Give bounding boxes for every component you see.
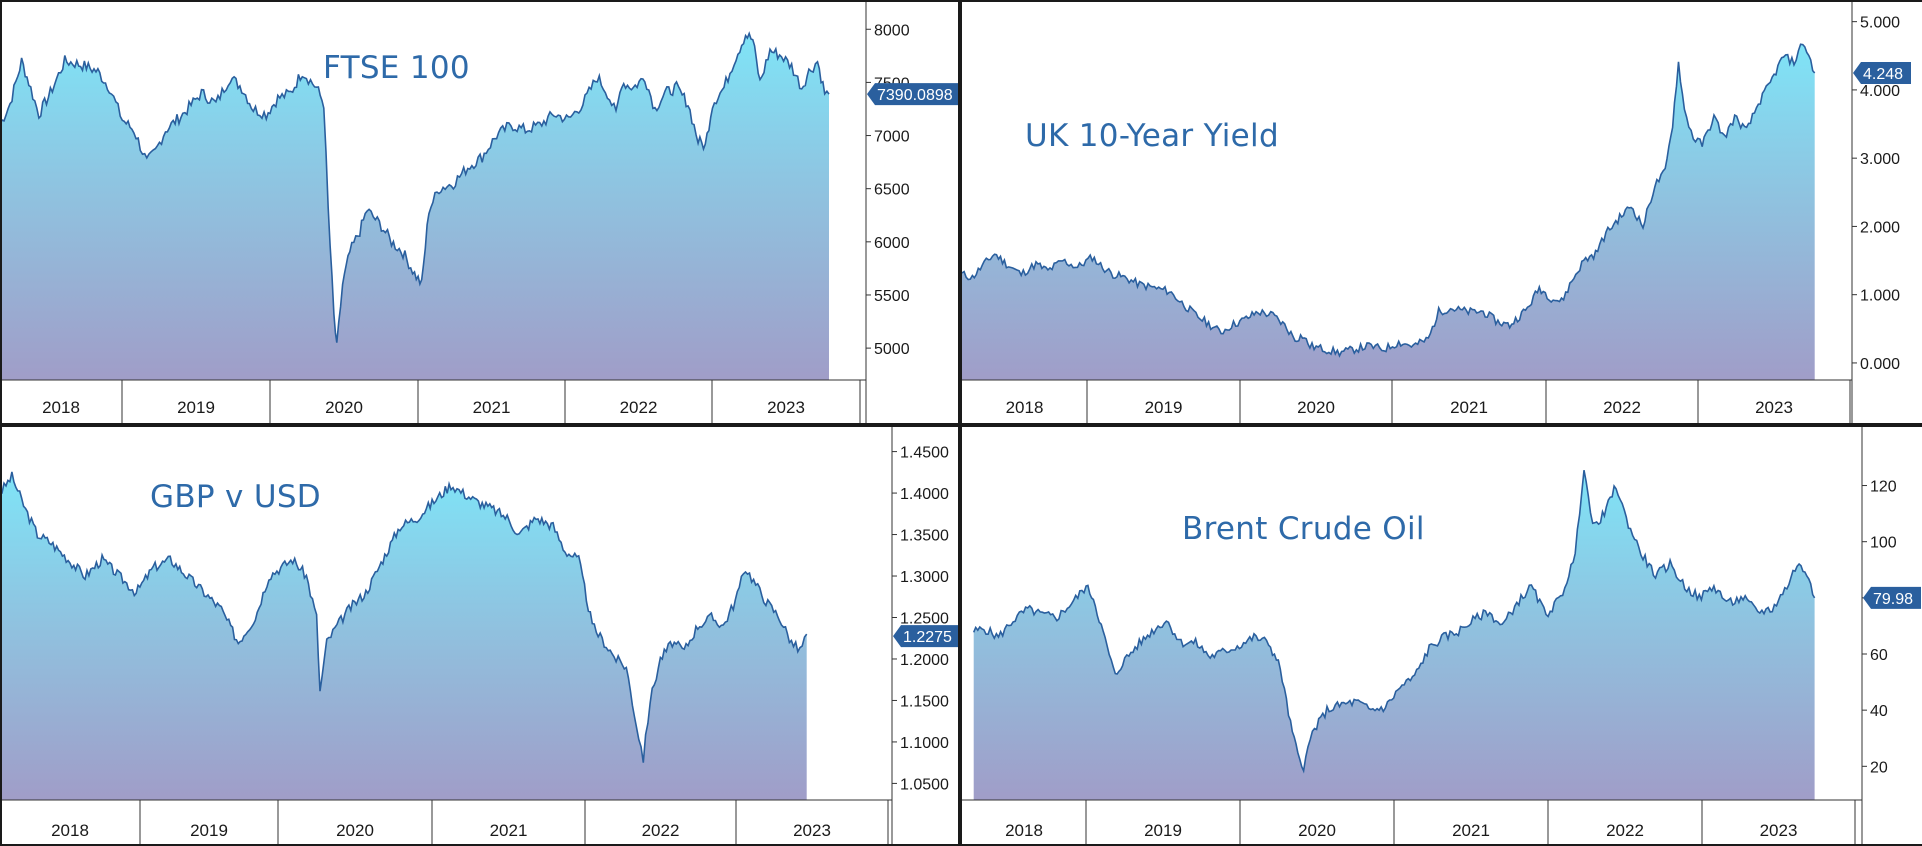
brent-x-tick-label: 2021 bbox=[1452, 821, 1490, 840]
uk10y-y-tick-label: 4.000 bbox=[1860, 83, 1900, 100]
ftse-y-tick-label: 5000 bbox=[874, 341, 910, 358]
uk10y-x-tick-label: 2020 bbox=[1297, 398, 1335, 417]
brent-x-tick-label: 2018 bbox=[1005, 821, 1043, 840]
brent-last-value-label: 79.98 bbox=[1873, 591, 1913, 608]
brent-panel: 1201008060402020182019202020212022202379… bbox=[962, 427, 1922, 846]
uk10y-x-tick-label: 2023 bbox=[1755, 398, 1793, 417]
gbpusd-y-tick-label: 1.3000 bbox=[900, 569, 949, 586]
uk10y-last-value-badge bbox=[1853, 61, 1911, 84]
gbpusd-y-tick-label: 1.3500 bbox=[900, 528, 949, 545]
gbpusd-x-tick-label: 2019 bbox=[190, 821, 228, 840]
brent-area bbox=[973, 470, 1815, 800]
gbpusd-y-tick-label: 1.0500 bbox=[900, 776, 949, 793]
uk10y-x-tick-label: 2022 bbox=[1603, 398, 1641, 417]
ftse-title: FTSE 100 bbox=[323, 50, 470, 86]
gbpusd-y-tick-label: 1.4000 bbox=[900, 486, 949, 503]
outer-border-bottom bbox=[0, 844, 1922, 846]
ftse-last-value-label: 7390.0898 bbox=[877, 87, 953, 104]
outer-border-top bbox=[0, 0, 1922, 2]
uk10y-last-value-label: 4.248 bbox=[1863, 66, 1903, 83]
uk10y-x-tick-label: 2019 bbox=[1145, 398, 1183, 417]
gbpusd-last-value-label: 1.2275 bbox=[903, 629, 952, 646]
brent-y-tick-label: 40 bbox=[1870, 703, 1888, 720]
ftse-area bbox=[0, 33, 829, 380]
ftse-line bbox=[0, 31, 830, 343]
brent-line bbox=[972, 470, 1816, 774]
gbpusd-panel: 1.4500 1.4000 1.3500 1.3000 1.2500 1.2000 1.15… bbox=[0, 427, 958, 846]
uk10y-line bbox=[962, 43, 1816, 358]
brent-y-tick-label: 100 bbox=[1870, 535, 1897, 552]
brent-x-tick-label: 2019 bbox=[1144, 821, 1182, 840]
gbpusd-x-tick-label: 2023 bbox=[793, 821, 831, 840]
outer-border-left bbox=[0, 0, 2, 846]
uk10y-panel: 5.000 4.000 3.000 2.000 1.000 0.000 2018 2019 20… bbox=[962, 0, 1922, 423]
brent-x-tick-label: 2023 bbox=[1760, 821, 1798, 840]
ftse-x-tick-label: 2018 bbox=[42, 398, 80, 417]
gbpusd-y-tick-label: 1.4500 bbox=[900, 445, 949, 462]
gbpusd-line bbox=[0, 471, 808, 763]
ftse-chart: 8000750070006500600055005000201820192020… bbox=[0, 0, 958, 423]
ftse-y-tick-label: 8000 bbox=[874, 22, 910, 39]
uk10y-title: UK 10-Year Yield bbox=[1025, 118, 1279, 154]
brent-x-tick-label: 2020 bbox=[1298, 821, 1336, 840]
uk10y-area bbox=[962, 44, 1815, 381]
uk10y-y-tick-label: 0.000 bbox=[1860, 356, 1900, 373]
uk10y-y-tick-label: 3.000 bbox=[1860, 151, 1900, 168]
gbpusd-title: GBP v USD bbox=[150, 479, 321, 515]
gbpusd-last-value-badge bbox=[893, 625, 958, 648]
uk10y-x-tick-label: 2021 bbox=[1450, 398, 1488, 417]
ftse-x-tick-label: 2022 bbox=[620, 398, 658, 417]
gbpusd-y-tick-label: 1.1000 bbox=[900, 735, 949, 752]
gbpusd-x-tick-label: 2020 bbox=[336, 821, 374, 840]
brent-y-tick-label: 120 bbox=[1870, 479, 1897, 496]
ftse-y-tick-label: 6500 bbox=[874, 182, 910, 199]
ftse-x-tick-label: 2021 bbox=[473, 398, 511, 417]
brent-title: Brent Crude Oil bbox=[1182, 511, 1425, 547]
brent-y-tick-label: 60 bbox=[1870, 647, 1888, 664]
brent-y-tick-label: 20 bbox=[1870, 759, 1888, 776]
ftse-panel: 8000750070006500600055005000201820192020… bbox=[0, 0, 958, 423]
ftse-y-tick-label: 6000 bbox=[874, 235, 910, 252]
ftse-last-value-badge bbox=[867, 83, 958, 106]
ftse-x-tick-label: 2019 bbox=[177, 398, 215, 417]
gbpusd-chart: 1.4500 1.4000 1.3500 1.3000 1.2500 1.2000 1.15… bbox=[0, 427, 958, 846]
gbpusd-x-tick-label: 2022 bbox=[642, 821, 680, 840]
gbpusd-y-tick-label: 1.2500 bbox=[900, 611, 949, 628]
brent-last-value-badge bbox=[1863, 586, 1921, 609]
brent-x-tick-label: 2022 bbox=[1606, 821, 1644, 840]
ftse-x-tick-label: 2023 bbox=[767, 398, 805, 417]
ftse-y-tick-label: 5500 bbox=[874, 288, 910, 305]
gbpusd-y-tick-label: 1.2000 bbox=[900, 652, 949, 669]
brent-chart: 1201008060402020182019202020212022202379… bbox=[962, 427, 1921, 846]
uk10y-y-tick-label: 1.000 bbox=[1860, 288, 1900, 305]
gbpusd-area bbox=[0, 471, 807, 800]
ftse-y-tick-label: 7000 bbox=[874, 129, 910, 146]
gbpusd-x-tick-label: 2018 bbox=[51, 821, 89, 840]
uk10y-chart: 5.000 4.000 3.000 2.000 1.000 0.000 2018 2019 20… bbox=[962, 0, 1911, 423]
uk10y-y-tick-label: 2.000 bbox=[1860, 219, 1900, 236]
uk10y-y-tick-label: 5.000 bbox=[1860, 15, 1900, 32]
uk10y-x-tick-label: 2018 bbox=[1006, 398, 1044, 417]
gbpusd-x-tick-label: 2021 bbox=[490, 821, 528, 840]
gbpusd-y-tick-label: 1.1500 bbox=[900, 693, 949, 710]
ftse-x-tick-label: 2020 bbox=[325, 398, 363, 417]
horizontal-divider bbox=[0, 423, 1922, 427]
